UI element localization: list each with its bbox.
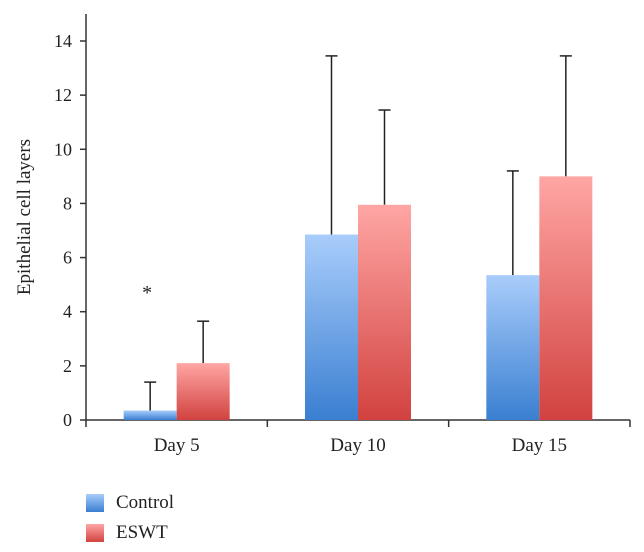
y-tick-label: 4 <box>63 302 72 322</box>
legend-item-eswt: ESWT <box>86 518 174 548</box>
y-tick-label: 12 <box>54 85 72 105</box>
bar-eswt-day-5 <box>176 363 230 420</box>
y-tick-label: 10 <box>54 139 72 159</box>
bar-eswt-day-10 <box>358 204 411 420</box>
y-tick-label: 8 <box>63 193 72 213</box>
y-axis-title: Epithelial cell layers <box>14 139 35 295</box>
x-category-label: Day 10 <box>330 435 385 456</box>
legend-label-control: Control <box>116 492 175 513</box>
x-category-label: Day 5 <box>154 435 200 456</box>
legend-item-control: Control <box>86 488 174 518</box>
bar-eswt-day-15 <box>539 176 593 420</box>
legend-swatch-eswt <box>86 524 104 542</box>
y-tick-label: 0 <box>63 410 72 430</box>
x-category-label: Day 15 <box>512 435 567 456</box>
y-tick-label: 14 <box>54 31 72 51</box>
y-axis: 0 2 4 6 8 10 12 14 <box>54 14 87 430</box>
legend: Control ESWT <box>86 488 174 548</box>
legend-label-eswt: ESWT <box>116 522 168 543</box>
bar-control-day-10 <box>305 234 358 420</box>
y-tick-label: 6 <box>63 248 72 268</box>
bar-control-day-15 <box>486 275 540 420</box>
significance-asterisk: * <box>142 282 152 304</box>
legend-swatch-control <box>86 494 104 512</box>
x-axis <box>85 419 631 427</box>
bars <box>123 176 593 420</box>
y-tick-label: 2 <box>63 356 72 376</box>
error-bars <box>144 55 572 411</box>
bar-chart: 0 2 4 6 8 10 12 14 Day 5 Day 10 Day 15 * Epithelia… <box>14 14 631 456</box>
bar-control-day-5 <box>123 410 177 420</box>
labels: Day 5 Day 10 Day 15 * <box>142 282 567 456</box>
